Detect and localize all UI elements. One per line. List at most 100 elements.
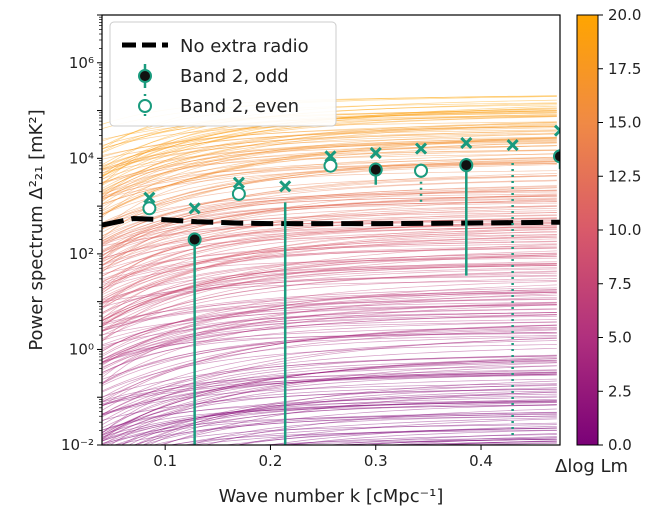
y-axis-label: Power spectrum Δ²₂₁ [mK²] xyxy=(26,109,47,350)
model-curve xyxy=(102,254,557,322)
x-mark-stroke xyxy=(324,150,337,163)
legend-even-marker xyxy=(138,99,152,113)
model-curve xyxy=(235,418,557,445)
model-curve xyxy=(102,236,557,301)
x-mark-stroke xyxy=(460,136,473,149)
model-curve xyxy=(102,140,557,202)
x-tick-label: 0.1 xyxy=(153,452,177,470)
model-curve xyxy=(102,373,557,405)
model-curve xyxy=(102,238,557,281)
model-curve xyxy=(102,365,557,407)
model-curve xyxy=(102,130,557,170)
model-curve xyxy=(102,121,557,189)
model-curve xyxy=(102,331,557,385)
model-curve xyxy=(102,261,557,321)
model-curve xyxy=(335,438,557,445)
model-curve xyxy=(102,358,557,429)
model-curve xyxy=(102,290,557,363)
model-curve xyxy=(121,384,557,445)
model-curve xyxy=(113,413,557,445)
colorbar-tick-label: 2.5 xyxy=(608,382,632,400)
x-axis-label: Wave number k [cMpc⁻¹] xyxy=(219,486,444,507)
model-curve xyxy=(102,312,557,357)
model-curve xyxy=(102,315,557,378)
model-curve xyxy=(102,281,557,356)
model-curve xyxy=(102,173,557,242)
no-extra-radio-line xyxy=(102,215,560,228)
legend-label-band2-even: Band 2, even xyxy=(180,96,299,117)
colorbar-label: Δlog Lm xyxy=(555,456,628,477)
model-curve xyxy=(273,434,557,445)
plot-frame xyxy=(101,14,561,446)
model-curve xyxy=(102,321,557,369)
model-curve xyxy=(102,400,557,431)
colorbar-tick-label: 12.5 xyxy=(608,167,641,185)
model-curve xyxy=(102,187,557,270)
model-curve xyxy=(158,404,557,445)
model-curve xyxy=(102,140,557,211)
model-curve xyxy=(189,415,557,445)
model-curve xyxy=(102,190,557,247)
model-curve xyxy=(102,265,557,315)
model-curve xyxy=(102,372,557,439)
model-curve xyxy=(102,122,557,195)
model-curve xyxy=(102,194,557,256)
model-curve xyxy=(102,263,557,301)
model-curve xyxy=(102,374,557,406)
x-mark-stroke xyxy=(369,146,382,159)
model-curve xyxy=(102,324,557,403)
y-tick-label: 10⁴ xyxy=(69,149,94,167)
model-curve xyxy=(102,175,557,242)
model-curve xyxy=(102,362,557,445)
model-curve xyxy=(102,198,557,283)
model-curve xyxy=(267,425,557,445)
upper-limit-marker xyxy=(506,138,519,152)
model-curve xyxy=(102,257,557,290)
model-curve xyxy=(102,212,557,246)
model-curve xyxy=(102,270,557,331)
model-curve xyxy=(102,292,557,349)
model-curve xyxy=(102,396,557,438)
model-curve xyxy=(102,243,557,280)
model-curve xyxy=(102,205,557,272)
even-marker xyxy=(323,158,338,173)
model-curve xyxy=(102,141,557,180)
x-tick-label: 0.3 xyxy=(364,452,388,470)
even-marker xyxy=(414,163,429,178)
model-curve xyxy=(102,296,557,364)
model-curve xyxy=(102,400,557,441)
model-curve xyxy=(102,400,557,442)
model-curve xyxy=(142,415,557,445)
model-curve xyxy=(102,411,557,445)
model-curve xyxy=(102,388,557,421)
odd-marker xyxy=(368,162,383,177)
model-curve xyxy=(102,123,557,156)
model-curve xyxy=(102,210,557,251)
model-curve xyxy=(102,124,557,205)
model-curve xyxy=(102,230,557,314)
model-curve xyxy=(102,237,557,275)
model-curve xyxy=(102,164,557,230)
colorbar xyxy=(576,14,599,446)
model-curve xyxy=(102,254,557,332)
model-curve xyxy=(102,268,557,342)
model-curve xyxy=(326,433,557,445)
model-curve xyxy=(102,200,557,252)
model-curve xyxy=(151,424,557,445)
y-tick-label: 10⁻² xyxy=(61,436,94,454)
model-curve xyxy=(102,180,557,252)
model-curve xyxy=(102,326,557,364)
model-curve xyxy=(102,136,557,172)
model-curve xyxy=(102,139,557,218)
model-curve xyxy=(102,293,557,371)
model-curve xyxy=(102,365,557,440)
model-curve xyxy=(205,408,557,445)
model-curve xyxy=(102,234,557,266)
model-curve xyxy=(102,385,557,433)
model-curve xyxy=(102,337,557,422)
x-tick-label: 0.2 xyxy=(259,452,283,470)
model-curve xyxy=(102,304,557,352)
model-curve xyxy=(102,373,557,433)
odd-marker xyxy=(553,149,560,164)
model-curve xyxy=(189,427,557,445)
